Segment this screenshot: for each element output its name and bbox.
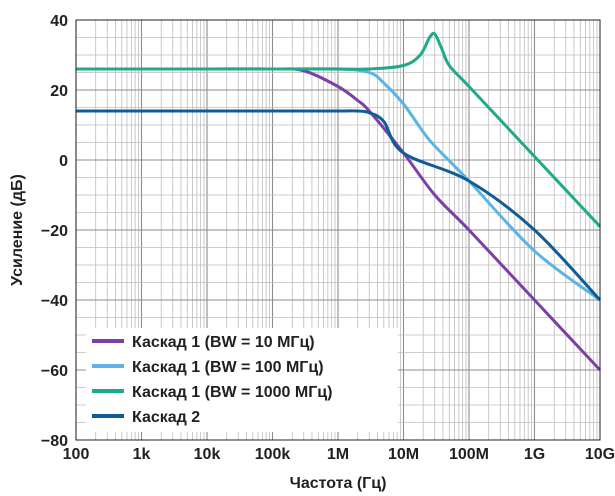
x-tick-label: 100M <box>449 446 489 463</box>
x-axis-title: Частота (Гц) <box>290 475 387 492</box>
x-tick-label: 100 <box>63 446 90 463</box>
y-tick-label: 40 <box>50 13 68 30</box>
y-axis-title: Усиление (дБ) <box>9 174 26 286</box>
x-tick-label: 100k <box>255 446 291 463</box>
legend-label: Каскад 2 <box>132 409 200 426</box>
y-tick-label: −40 <box>41 293 68 310</box>
legend: Каскад 1 (BW = 10 МГц) Каскад 1 (BW = 100… <box>86 328 398 432</box>
x-tick-label: 1M <box>327 446 349 463</box>
tick-labels: 100 1k 10k 100k 1M 10M 100M 1G 10G 40 20 0 −20 −40 −60… <box>41 13 615 463</box>
y-tick-label: 0 <box>59 153 68 170</box>
y-tick-label: −60 <box>41 363 68 380</box>
y-tick-label: −80 <box>41 433 68 450</box>
legend-label: Каскад 1 (BW = 1000 МГц) <box>132 384 332 401</box>
x-tick-label: 10k <box>194 446 221 463</box>
y-tick-label: −20 <box>41 223 68 240</box>
x-tick-label: 10M <box>388 446 419 463</box>
plot-frame <box>75 19 601 441</box>
y-tick-label: 20 <box>50 83 68 100</box>
legend-background <box>86 328 398 432</box>
x-tick-label: 1k <box>133 446 151 463</box>
x-tick-label: 1G <box>524 446 545 463</box>
series-line-4 <box>76 109 602 302</box>
legend-label: Каскад 1 (BW = 100 МГц) <box>132 359 324 376</box>
series-lines <box>76 31 602 372</box>
series-line-3 <box>76 31 602 228</box>
legend-label: Каскад 1 (BW = 10 МГц) <box>132 334 315 351</box>
x-tick-label: 10G <box>585 446 615 463</box>
